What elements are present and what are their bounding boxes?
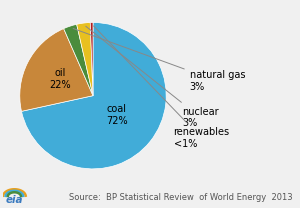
Wedge shape bbox=[90, 22, 93, 96]
Wedge shape bbox=[64, 24, 93, 96]
Wedge shape bbox=[22, 22, 166, 169]
Wedge shape bbox=[20, 28, 93, 111]
Text: oil
22%: oil 22% bbox=[50, 68, 71, 90]
Text: natural gas
3%: natural gas 3% bbox=[73, 28, 245, 92]
Text: nuclear
3%: nuclear 3% bbox=[86, 26, 219, 129]
Text: Source:  BP Statistical Review  of World Energy  2013: Source: BP Statistical Review of World E… bbox=[69, 193, 292, 202]
Wedge shape bbox=[77, 22, 93, 96]
Text: renewables
<1%: renewables <1% bbox=[94, 26, 230, 149]
Text: coal
72%: coal 72% bbox=[106, 104, 128, 126]
Text: eia: eia bbox=[5, 195, 23, 205]
